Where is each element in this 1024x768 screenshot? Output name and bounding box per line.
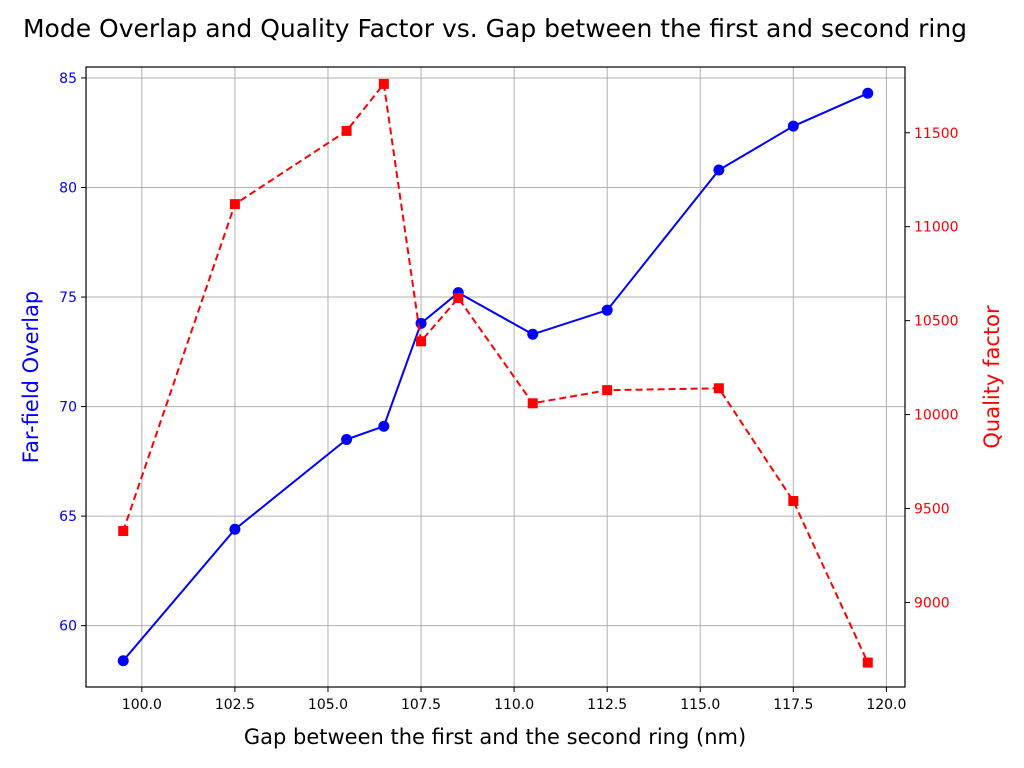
- overlap-point: [341, 433, 353, 445]
- left-tick-label: 85: [59, 71, 77, 87]
- left-axis-label: Far-field Overlap: [19, 291, 43, 463]
- x-tick-label: 100.0: [122, 697, 162, 713]
- overlap-point: [862, 87, 874, 99]
- right-tick-label: 9000: [914, 595, 950, 611]
- overlap-point: [117, 655, 129, 667]
- left-tick-label: 65: [59, 509, 77, 525]
- overlap-point: [229, 523, 241, 535]
- right-tick-label: 11500: [914, 126, 959, 142]
- quality-factor-point: [416, 336, 427, 347]
- quality-factor-point: [713, 383, 724, 394]
- right-axis-label: Quality factor: [980, 305, 1004, 449]
- x-tick-label: 120.0: [866, 697, 906, 713]
- overlap-point: [787, 120, 799, 132]
- right-tick-label: 11000: [914, 220, 959, 236]
- quality-factor-point: [862, 657, 873, 668]
- right-tick-label: 10000: [914, 408, 959, 424]
- x-axis-label: Gap between the first and the second rin…: [244, 725, 746, 749]
- right-axis-ticks: 9000 9500 10000 10500 11000 11500: [905, 126, 959, 611]
- quality-factor-point: [527, 398, 538, 409]
- x-tick-label: 105.0: [308, 697, 348, 713]
- grid: [86, 67, 905, 687]
- x-tick-label: 112.5: [587, 697, 627, 713]
- right-tick-label: 10500: [914, 314, 959, 330]
- x-tick-label: 107.5: [401, 697, 441, 713]
- overlap-point: [713, 164, 725, 176]
- series-layer: [117, 78, 874, 668]
- x-tick-label: 117.5: [773, 697, 813, 713]
- overlap-point: [601, 304, 613, 316]
- left-axis-ticks: 60 65 70 75 80 85: [59, 71, 86, 635]
- chart-title: Mode Overlap and Quality Factor vs. Gap …: [23, 14, 967, 43]
- x-axis-ticks: 100.0 102.5 105.0 107.5 110.0 112.5 115.0 117.5…: [122, 687, 906, 713]
- left-tick-label: 75: [59, 290, 77, 306]
- quality-factor-point: [378, 78, 389, 89]
- overlap-point: [527, 328, 539, 340]
- x-tick-label: 115.0: [680, 697, 720, 713]
- x-tick-label: 110.0: [494, 697, 534, 713]
- quality-factor-point: [118, 526, 129, 537]
- left-tick-label: 80: [59, 180, 77, 196]
- quality-factor-point: [602, 385, 613, 396]
- quality-factor-point: [229, 199, 240, 210]
- plot-frame: [85, 66, 906, 688]
- quality-factor-point: [788, 496, 799, 506]
- right-tick-label: 9500: [914, 502, 950, 518]
- quality-factor-point: [453, 293, 464, 304]
- left-tick-label: 70: [59, 400, 77, 416]
- left-tick-label: 60: [59, 619, 77, 635]
- quality-factor-line: [122, 81, 869, 664]
- overlap-point: [378, 420, 390, 432]
- x-tick-label: 102.5: [215, 697, 255, 713]
- quality-factor-point: [341, 125, 352, 136]
